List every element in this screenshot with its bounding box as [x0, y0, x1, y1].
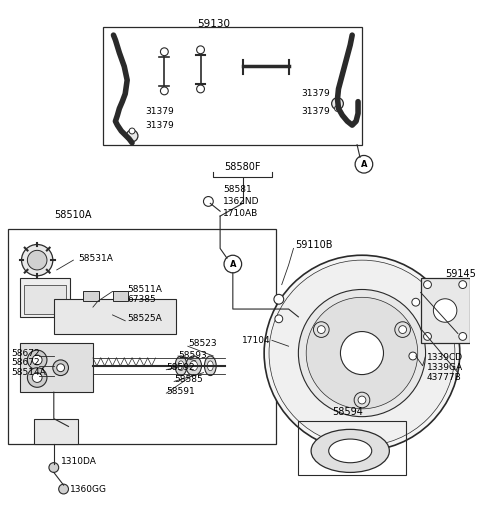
Circle shape [299, 289, 426, 417]
Text: 1339CD: 1339CD [427, 353, 463, 362]
Circle shape [274, 294, 284, 304]
Circle shape [53, 360, 69, 376]
Circle shape [264, 255, 460, 451]
Polygon shape [34, 419, 78, 444]
Circle shape [275, 315, 283, 323]
Text: 31379: 31379 [301, 89, 330, 98]
Circle shape [306, 297, 418, 409]
Text: 58592: 58592 [166, 363, 195, 372]
Circle shape [27, 251, 47, 270]
Circle shape [126, 130, 138, 142]
Text: 1310DA: 1310DA [60, 457, 96, 466]
Text: 58531A: 58531A [78, 254, 113, 263]
Text: 58510A: 58510A [54, 210, 91, 220]
Text: 1339GA: 1339GA [427, 363, 463, 372]
Circle shape [459, 281, 467, 288]
Text: 58594: 58594 [332, 406, 363, 417]
Circle shape [423, 332, 432, 340]
Circle shape [395, 322, 410, 337]
Circle shape [358, 396, 366, 404]
Polygon shape [20, 343, 93, 392]
Circle shape [160, 48, 168, 56]
Ellipse shape [186, 356, 202, 376]
Polygon shape [83, 292, 99, 301]
Ellipse shape [433, 299, 457, 322]
Circle shape [340, 331, 384, 375]
Text: 1362ND: 1362ND [223, 197, 260, 206]
Circle shape [22, 245, 53, 276]
Circle shape [197, 85, 204, 93]
Circle shape [224, 255, 241, 273]
Text: 58511A: 58511A [127, 285, 162, 294]
Ellipse shape [204, 356, 216, 376]
Circle shape [269, 260, 455, 446]
Polygon shape [54, 300, 176, 334]
Text: A: A [229, 260, 236, 269]
Circle shape [27, 350, 47, 370]
Text: 58523: 58523 [188, 339, 216, 348]
Ellipse shape [175, 356, 187, 376]
Ellipse shape [178, 361, 184, 371]
Text: 58525A: 58525A [127, 314, 162, 323]
Circle shape [49, 463, 59, 472]
Polygon shape [112, 292, 128, 301]
Text: 59110B: 59110B [296, 240, 333, 251]
Circle shape [27, 368, 47, 387]
Circle shape [354, 392, 370, 408]
Polygon shape [24, 285, 66, 314]
Text: 31379: 31379 [145, 107, 174, 116]
Text: 58585: 58585 [174, 375, 203, 384]
Ellipse shape [311, 429, 389, 472]
Circle shape [409, 352, 417, 360]
Text: 1710AB: 1710AB [223, 209, 258, 218]
Circle shape [32, 355, 42, 365]
Text: 59130: 59130 [197, 20, 230, 29]
Circle shape [160, 87, 168, 95]
Text: 58672: 58672 [12, 348, 40, 358]
Circle shape [332, 98, 343, 110]
Text: 17104: 17104 [242, 336, 271, 345]
Text: 31379: 31379 [301, 107, 330, 116]
Circle shape [59, 484, 69, 494]
Circle shape [335, 105, 340, 111]
Text: 58591: 58591 [166, 387, 195, 396]
Polygon shape [20, 278, 71, 317]
Text: A: A [360, 160, 367, 169]
Circle shape [399, 326, 407, 334]
Circle shape [197, 46, 204, 54]
Ellipse shape [207, 361, 213, 371]
Text: 67385: 67385 [127, 295, 156, 304]
Circle shape [57, 364, 65, 372]
Circle shape [423, 281, 432, 288]
Text: 1360GG: 1360GG [71, 485, 108, 494]
Text: 58593: 58593 [178, 351, 207, 360]
Circle shape [317, 326, 325, 334]
Circle shape [313, 322, 329, 337]
Ellipse shape [329, 439, 372, 463]
Text: 59145: 59145 [445, 269, 476, 279]
Text: 58672: 58672 [12, 359, 40, 368]
Circle shape [355, 155, 373, 173]
Circle shape [129, 128, 135, 134]
Text: 31379: 31379 [145, 121, 174, 130]
Text: 58514A: 58514A [12, 368, 47, 377]
Text: 58580F: 58580F [224, 162, 261, 172]
Text: 58581: 58581 [223, 185, 252, 194]
Circle shape [412, 298, 420, 306]
Polygon shape [420, 278, 469, 343]
Ellipse shape [190, 361, 198, 371]
Text: 43777B: 43777B [427, 373, 461, 382]
Circle shape [32, 372, 42, 383]
Circle shape [459, 332, 467, 340]
Circle shape [204, 196, 213, 206]
